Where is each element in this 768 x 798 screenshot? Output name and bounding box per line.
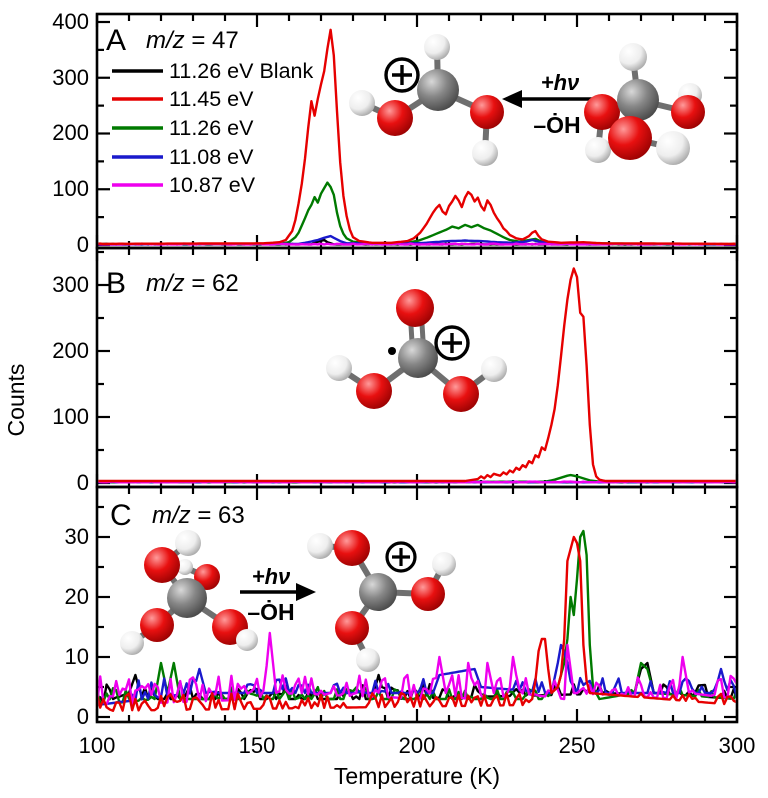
panel-c-y-tick-labels: 30 20 10 0: [65, 524, 89, 729]
x-tick-label: 200: [399, 733, 436, 758]
o-atom: [671, 95, 705, 129]
legend-label: 10.87 eV: [169, 173, 256, 197]
molecule-methanetriol: [584, 43, 705, 165]
o-atom: [608, 116, 652, 160]
y-tick-label: 300: [52, 65, 89, 90]
legend-label: 11.08 eV: [169, 145, 254, 169]
x-axis-title: Temperature (K): [334, 763, 500, 789]
o-atom: [443, 376, 479, 412]
o-atom: [144, 547, 180, 583]
y-tick-label: 400: [52, 9, 89, 34]
legend-label: 11.26 eV Blank: [169, 59, 313, 83]
molecule-carbonic-acid-radical-cation: [326, 289, 507, 412]
h-atom: [236, 629, 258, 651]
o-atom: [584, 94, 620, 130]
molecule-orthocarbonic-acid: [120, 530, 258, 655]
panel-a-letter: A: [106, 24, 126, 57]
o-atom: [140, 608, 174, 642]
y-tick-label: 10: [65, 644, 89, 669]
o-atom: [356, 373, 392, 409]
x-tick-label: 300: [719, 733, 756, 758]
panel-a-traces: [98, 28, 736, 246]
h-atom: [175, 530, 201, 556]
h-atom: [619, 43, 647, 71]
cation-symbol: [434, 325, 470, 361]
panel-b-axes: [95, 246, 739, 489]
x-tick-label: 150: [239, 733, 276, 758]
y-axis-title: Counts: [3, 364, 29, 437]
y-tick-label: 0: [77, 704, 89, 729]
legend: 11.26 eV Blank 11.45 eV 11.26 eV 11.08 e…: [112, 59, 313, 197]
cation-symbol: [384, 57, 420, 93]
h-atom: [585, 137, 611, 163]
arrow-label-oh: –ȮH: [533, 112, 580, 138]
trace-c-11-45-ev: [98, 535, 736, 712]
h-atom: [481, 356, 507, 382]
o-atom: [377, 100, 413, 136]
panel-b-letter: B: [106, 267, 126, 300]
molecule-protonated-formic-acid: [349, 34, 504, 166]
h-atom: [356, 648, 380, 672]
h-atom: [120, 631, 144, 655]
arrow-label-hv: +hν: [252, 564, 291, 589]
legend-label: 11.45 eV: [169, 87, 254, 111]
h-atom: [177, 559, 193, 575]
panel-c-traces: [98, 529, 736, 712]
panel-c-letter: C: [110, 499, 132, 532]
o-atom: [396, 289, 434, 327]
h-atom: [326, 355, 352, 381]
x-tick-label: 100: [79, 733, 116, 758]
h-atom: [307, 533, 333, 559]
o-atom: [470, 95, 504, 129]
photolysis-arrow-right: +hν –ȮH: [240, 564, 316, 625]
y-tick-label: 20: [65, 584, 89, 609]
radical-dot: [388, 347, 396, 355]
y-tick-label: 30: [65, 524, 89, 549]
x-tick-label: 250: [559, 733, 596, 758]
arrow-label-oh: –ȮH: [247, 599, 294, 625]
legend-label: 11.26 eV: [169, 116, 254, 140]
y-tick-label: 0: [77, 232, 89, 257]
h-atom: [432, 552, 456, 576]
c-atom: [417, 69, 459, 111]
photolysis-arrow-left: +hν –ȮH: [502, 70, 596, 138]
y-tick-label: 200: [52, 120, 89, 145]
y-tick-label: 300: [52, 272, 89, 297]
panel-a-mz-label: m/z = 47: [146, 27, 239, 54]
h-atom: [472, 140, 498, 166]
trace-b-11-45-ev: [98, 267, 736, 483]
h-atom: [424, 34, 450, 60]
h-atom: [349, 90, 375, 116]
arrow-label-hv: +hν: [541, 70, 580, 95]
c-atom: [167, 578, 207, 618]
molecule-trihydroxymethyl-cation: [307, 530, 456, 672]
o-atom: [334, 530, 370, 566]
cation-symbol: [385, 541, 417, 573]
panel-c-axes: [95, 485, 739, 724]
panel-b-mz-label: m/z = 62: [146, 270, 239, 297]
trace-a-11-45-ev: [98, 28, 736, 246]
x-tick-labels: 100 150 200 250 300: [79, 733, 756, 758]
panel-c-mz-label: m/z = 63: [152, 502, 245, 529]
y-tick-label: 200: [52, 338, 89, 363]
traces: [98, 28, 736, 712]
o-atom: [411, 577, 445, 611]
h-atom: [656, 131, 690, 165]
c-atom: [398, 338, 438, 378]
panel-a-y-tick-labels: 400 300 200 100 0: [52, 9, 89, 257]
panel-b-y-tick-labels: 300 200 100 0: [52, 272, 89, 495]
y-tick-label: 100: [52, 176, 89, 201]
y-tick-label: 100: [52, 404, 89, 429]
c-atom: [617, 79, 659, 121]
c-atom: [359, 573, 397, 611]
panel-b-traces: [98, 267, 736, 484]
y-tick-label: 0: [77, 470, 89, 495]
o-atom: [335, 611, 369, 645]
